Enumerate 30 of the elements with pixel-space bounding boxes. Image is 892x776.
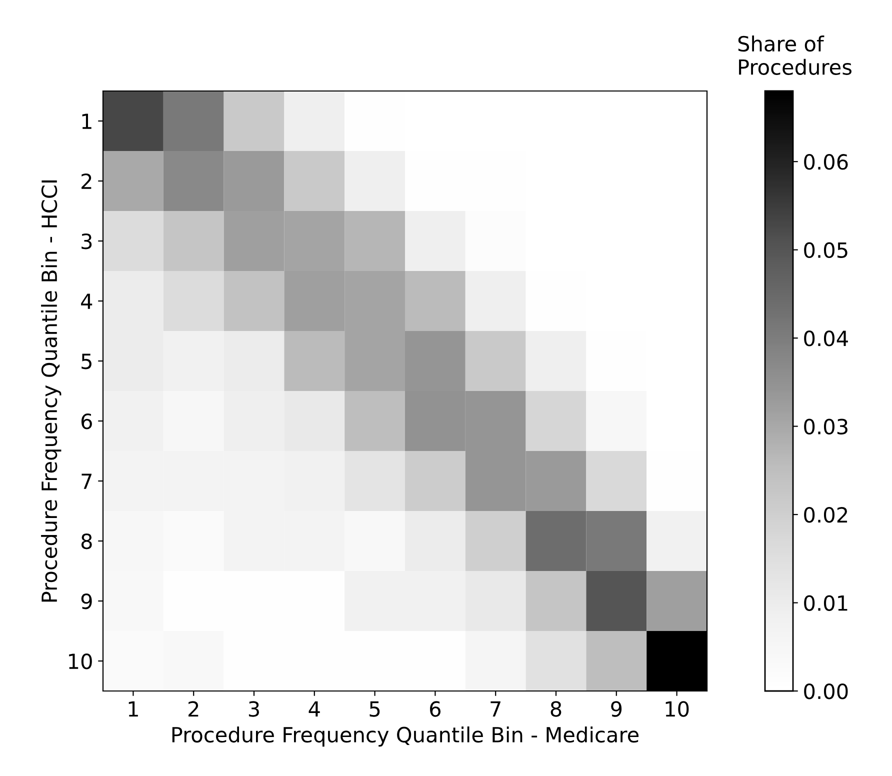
y-tick-label: 6 — [81, 413, 92, 430]
y-tick-label: 4 — [81, 294, 92, 309]
y-tick-label: 1 — [82, 114, 92, 129]
x-tick-label: 5 — [370, 701, 380, 717]
y-tick-label: 5 — [82, 354, 92, 370]
color-bar-label: 0.06 — [804, 154, 848, 170]
x-tick-label: 3 — [248, 701, 259, 717]
y-tick-label: 2 — [82, 173, 92, 189]
x-tick-label: 8 — [550, 701, 562, 717]
y-axis-title: Procedure Frequency Quantile Bin - HCCI — [41, 180, 62, 602]
x-tick-label: 6 — [430, 701, 441, 717]
color-bar-label: 0.01 — [804, 595, 848, 611]
y-tick-label: 8 — [81, 533, 92, 550]
y-tick-label: 3 — [82, 233, 92, 250]
y-tick-label: 9 — [81, 593, 92, 610]
x-tick-label: 9 — [611, 701, 622, 717]
color-bar-label: 0.00 — [804, 683, 848, 700]
color-bar-label: 0.03 — [804, 418, 848, 435]
color-bar-label: 0.05 — [804, 242, 848, 258]
x-tick-label: 2 — [188, 701, 198, 717]
color-bar-label: 0.02 — [804, 506, 848, 523]
x-tick-label: 4 — [308, 701, 320, 717]
x-tick-label: 7 — [490, 701, 500, 717]
x-axis-title: Procedure Frequency Quantile Bin - Medicare — [172, 726, 639, 747]
y-tick-label: 10 — [69, 653, 92, 670]
y-tick-label: 7 — [82, 474, 92, 489]
color-bar-label: 0.04 — [804, 330, 848, 346]
x-tick-label: 10 — [666, 701, 689, 717]
color-bar-title: Share of Procedures — [738, 36, 852, 75]
x-tick-label: 1 — [128, 701, 138, 717]
